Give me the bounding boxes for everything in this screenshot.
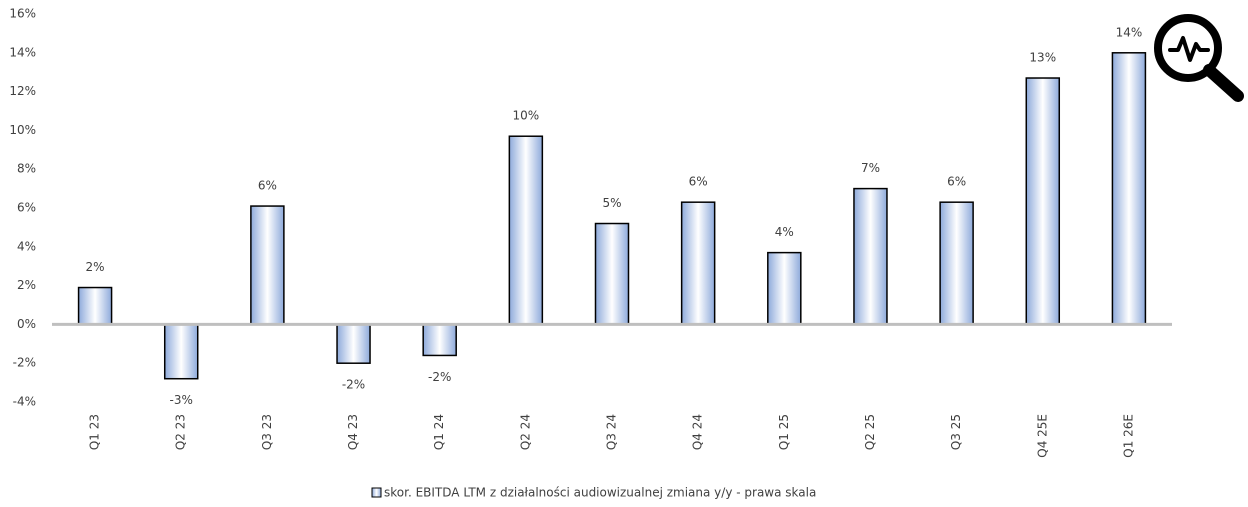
x-tick-label: Q4 23 [346, 414, 360, 450]
legend-swatch [371, 487, 382, 498]
y-tick-label: 12% [9, 84, 36, 98]
x-tick-label: Q2 25 [863, 414, 877, 450]
y-tick-label: 6% [17, 201, 36, 215]
data-label: 4% [775, 225, 794, 239]
x-tick-label: Q3 25 [949, 414, 963, 450]
y-tick-label: 2% [17, 278, 36, 292]
data-label: 7% [861, 161, 880, 175]
x-tick-label: Q3 23 [260, 414, 274, 450]
y-tick-label: 0% [17, 317, 36, 331]
data-label: 2% [86, 260, 105, 274]
y-tick-label: 16% [9, 7, 36, 21]
y-tick-label: 14% [9, 45, 36, 59]
bar [77, 286, 113, 326]
bar [853, 187, 888, 326]
data-label: 5% [602, 196, 621, 210]
y-tick-label: 4% [17, 239, 36, 253]
data-label: 14% [1116, 25, 1143, 39]
bar [163, 323, 199, 380]
data-label: 13% [1029, 51, 1056, 65]
x-tick-label: Q1 25 [777, 414, 791, 450]
x-tick-label: Q2 24 [518, 414, 532, 450]
x-tick-label: Q4 25E [1035, 414, 1049, 458]
data-label: -2% [342, 378, 365, 392]
bar [1111, 52, 1147, 326]
x-tick-label: Q4 24 [691, 414, 705, 450]
data-label: 6% [947, 175, 966, 189]
bar [422, 323, 457, 357]
data-label: -2% [428, 370, 451, 384]
legend-label: skor. EBITDA LTM z działalności audiowiz… [384, 486, 816, 500]
x-tick-label: Q1 23 [88, 414, 102, 450]
x-tick-label: Q3 24 [605, 414, 619, 450]
data-label: 6% [689, 175, 708, 189]
y-tick-label: -2% [13, 356, 36, 370]
bar [1025, 77, 1061, 326]
legend: skor. EBITDA LTM z działalności audiowiz… [371, 486, 816, 500]
bar [336, 323, 371, 364]
x-tick-label: Q2 23 [174, 414, 188, 450]
bar [594, 222, 630, 326]
y-tick-label: 8% [17, 162, 36, 176]
data-label: -3% [170, 393, 193, 407]
bar [250, 205, 285, 326]
x-tick-label: Q1 26E [1121, 414, 1135, 458]
bar [508, 135, 544, 326]
data-label: 6% [258, 179, 277, 193]
bar [939, 201, 974, 326]
logo-icon [1154, 14, 1244, 102]
bar [680, 201, 716, 326]
bar [767, 251, 802, 326]
x-tick-label: Q1 24 [432, 414, 446, 450]
y-tick-label: 10% [9, 123, 36, 137]
y-tick-label: -4% [13, 395, 36, 409]
data-label: 10% [513, 109, 540, 123]
